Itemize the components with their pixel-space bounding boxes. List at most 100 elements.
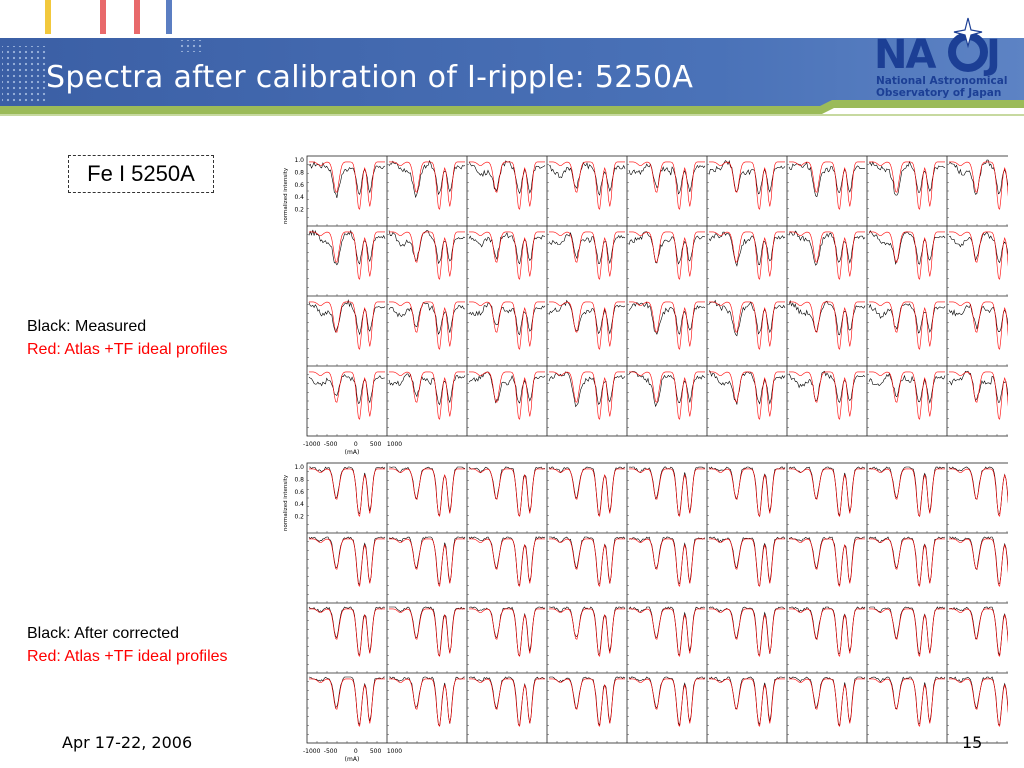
measured-profile	[788, 536, 866, 586]
measured-profile	[788, 370, 866, 403]
ideal-profile	[389, 371, 465, 420]
measured-profile	[868, 676, 946, 725]
measured-profile	[388, 159, 466, 199]
ideal-profile	[309, 678, 385, 727]
measured-profile	[948, 231, 1008, 264]
measured-profile	[788, 466, 866, 518]
measured-profile	[548, 231, 626, 265]
measured-profile	[948, 159, 1008, 195]
footer-date: Apr 17-22, 2006	[62, 733, 193, 752]
x-tick-label: -1000	[303, 441, 321, 448]
ideal-profile	[709, 161, 785, 210]
measured-profile	[308, 161, 386, 198]
measured-profile	[868, 303, 946, 334]
measured-profile	[468, 606, 546, 657]
grid-frame	[306, 155, 1008, 437]
spectra-grid-measured: 1.0 0.8 0.6 0.4 0.2 normalized intensity -1000…	[283, 155, 1008, 456]
measured-profile	[708, 466, 786, 518]
line-label-box: Fe I 5250A	[68, 155, 214, 193]
ideal-profile	[789, 371, 865, 420]
measured-profile	[788, 676, 866, 727]
measured-profile	[628, 536, 706, 585]
ideal-profile	[869, 468, 945, 517]
slide-title: Spectra after calibration of I-ripple: 5…	[46, 60, 694, 95]
ideal-profile	[709, 371, 785, 420]
ideal-profile	[469, 538, 545, 587]
x-unit-label: (mA)	[345, 756, 360, 763]
ideal-profile	[789, 538, 865, 587]
measured-profile	[308, 676, 385, 726]
ideal-profile	[789, 161, 865, 210]
ideal-profile	[949, 538, 1008, 587]
ideal-profile	[869, 371, 945, 420]
ideal-profile	[549, 231, 625, 280]
ideal-profile	[789, 231, 865, 280]
measured-profile	[548, 676, 626, 727]
ideal-profile	[869, 678, 945, 727]
measured-profile	[868, 606, 946, 656]
ideal-profile	[629, 231, 705, 280]
ideal-profile	[949, 231, 1008, 280]
measured-profile	[948, 303, 1008, 332]
ideal-profile	[389, 678, 465, 727]
ideal-profile	[869, 231, 945, 280]
y-tick-label: 0.6	[294, 182, 304, 189]
ideal-profile	[949, 678, 1008, 727]
ideal-profile	[629, 608, 705, 657]
measured-profile	[549, 536, 626, 585]
svg-text:J: J	[983, 32, 1001, 78]
ideal-profile	[309, 468, 385, 517]
x-tick-label: 0	[354, 748, 358, 755]
measured-profile	[868, 160, 946, 196]
measured-profile	[628, 371, 706, 408]
measured-profile	[388, 302, 466, 335]
ideal-profile	[949, 161, 1008, 210]
deco-square-pink-2	[134, 0, 140, 34]
x-tick-label: 1000	[387, 748, 402, 755]
y-tick-label: 0.8	[294, 476, 304, 483]
measured-profile	[628, 301, 706, 335]
measured-profile	[388, 373, 466, 406]
measured-profile	[949, 536, 1008, 585]
ideal-profile	[789, 468, 865, 517]
ideal-profile	[549, 301, 625, 350]
measured-profile	[388, 230, 466, 265]
ideal-profile	[949, 371, 1008, 420]
measured-profile	[389, 606, 466, 656]
measured-profile	[628, 466, 705, 516]
measured-profile	[948, 370, 1008, 403]
legend-bottom-red: Red: Atlas +TF ideal profiles	[27, 648, 228, 665]
y-tick-label: 0.2	[294, 514, 304, 521]
y-tick-label: 0.4	[294, 194, 304, 201]
measured-profile	[389, 466, 466, 516]
measured-profile	[468, 302, 546, 336]
ideal-profile	[629, 538, 705, 587]
ideal-profile	[949, 608, 1008, 657]
measured-profile	[788, 230, 866, 266]
measured-profile	[788, 299, 866, 336]
y-axis-label: normalized intensity	[283, 167, 289, 224]
ideal-profile	[309, 608, 385, 657]
measured-profile	[628, 676, 706, 726]
y-tick-label: 1.0	[294, 157, 304, 164]
ideal-profile	[309, 231, 385, 280]
measured-profile	[549, 606, 626, 656]
ideal-profile	[629, 468, 705, 517]
ideal-profile	[469, 231, 545, 280]
measured-profile	[788, 161, 866, 198]
measured-profile	[548, 371, 626, 408]
measured-profile	[708, 231, 786, 267]
measured-profile	[468, 676, 545, 726]
legend-top-black: Black: Measured	[27, 318, 147, 335]
measured-profile	[628, 231, 706, 265]
ideal-profile	[549, 161, 625, 210]
deco-square-pink	[100, 0, 106, 34]
x-tick-label: -500	[324, 441, 338, 448]
ideal-profile	[789, 678, 865, 727]
naoj-logo: 国立天文台 NA J National Astronomical Observa…	[868, 10, 1024, 100]
deco-square-blue	[166, 0, 172, 34]
ideal-profile	[469, 678, 545, 727]
ideal-profile	[549, 371, 625, 420]
ideal-profile	[629, 301, 705, 350]
